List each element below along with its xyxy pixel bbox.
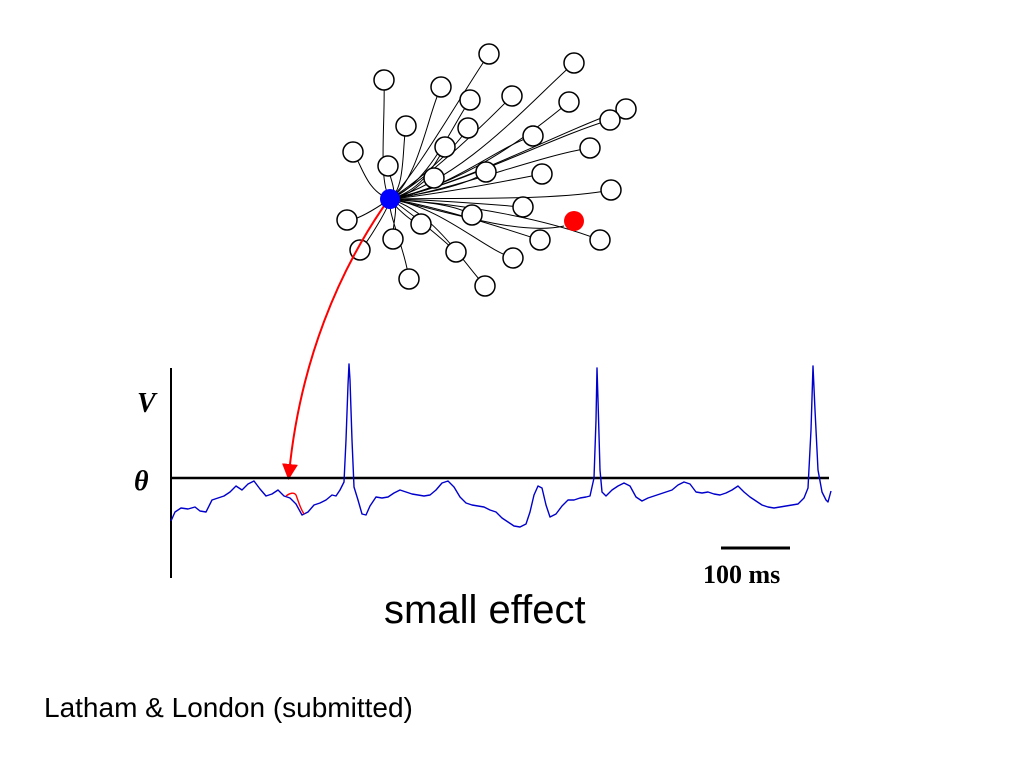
perturbation-arrow — [282, 205, 385, 480]
input-neuron — [445, 241, 467, 263]
input-neuron — [529, 229, 551, 251]
input-neuron — [589, 229, 611, 251]
input-neuron — [336, 209, 358, 231]
perturbed-neuron — [564, 211, 584, 231]
input-neuron — [395, 115, 417, 137]
input-neuron — [600, 179, 622, 201]
input-neuron — [398, 268, 420, 290]
input-neuron — [558, 91, 580, 113]
input-neuron — [512, 196, 534, 218]
input-neuron — [474, 275, 496, 297]
input-neuron — [478, 43, 500, 65]
dendrite — [389, 198, 601, 241]
input-neuron — [522, 125, 544, 147]
dendrite — [389, 119, 611, 200]
input-neuron — [373, 69, 395, 91]
input-neuron — [579, 137, 601, 159]
input-neuron — [531, 163, 553, 185]
citation: Latham & London (submitted) — [44, 692, 413, 723]
input-neuron — [599, 109, 621, 131]
threshold-label: θ — [134, 466, 149, 497]
input-neuron — [457, 117, 479, 139]
scale-bar-label: 100 ms — [703, 560, 780, 589]
input-neuron — [459, 89, 481, 111]
dendrite — [389, 86, 442, 200]
dendrite — [389, 53, 490, 200]
perturbed-trace-segment — [285, 492, 305, 515]
input-neuron — [434, 136, 456, 158]
input-neuron — [615, 98, 637, 120]
dendrite — [389, 99, 471, 200]
input-neuron — [430, 76, 452, 98]
input-neuron — [502, 247, 524, 269]
voltage-trace — [170, 363, 832, 528]
input-neuron — [475, 161, 497, 183]
dendrite — [389, 198, 524, 208]
caption: small effect — [384, 588, 586, 632]
input-neuron — [423, 167, 445, 189]
y-axis-label: V — [137, 388, 158, 419]
dendrite — [382, 79, 391, 200]
input-neuron — [382, 228, 404, 250]
input-neuron — [377, 155, 399, 177]
input-neuron — [342, 141, 364, 163]
dendrite — [389, 173, 543, 200]
dendrite — [389, 198, 565, 229]
input-neuron — [410, 213, 432, 235]
dendrite — [389, 189, 612, 200]
input-neurons — [336, 43, 637, 297]
input-neuron — [501, 85, 523, 107]
input-neuron — [461, 204, 483, 226]
input-neuron — [563, 52, 585, 74]
dendrite — [389, 62, 575, 200]
dendrite — [389, 198, 486, 287]
center-neuron — [380, 189, 400, 209]
